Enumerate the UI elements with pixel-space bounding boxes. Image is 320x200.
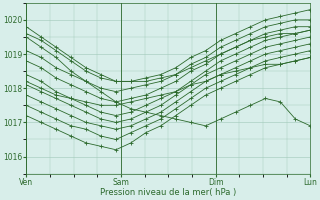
X-axis label: Pression niveau de la mer( hPa ): Pression niveau de la mer( hPa ): [100, 188, 236, 197]
